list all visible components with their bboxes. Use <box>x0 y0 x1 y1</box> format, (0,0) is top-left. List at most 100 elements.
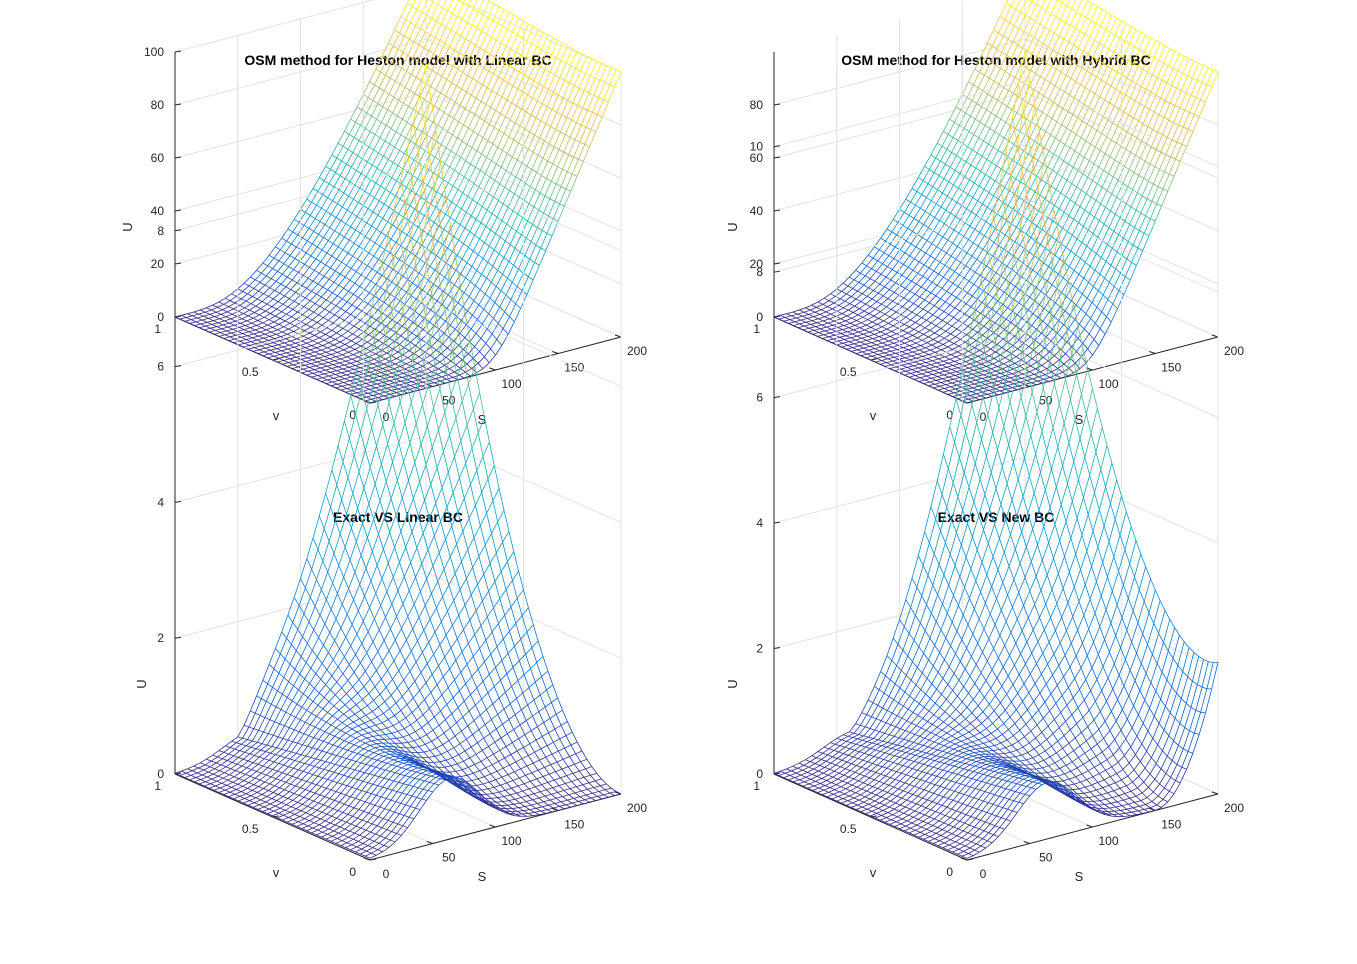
mesh-line <box>1006 208 1014 221</box>
mesh-line <box>342 328 348 332</box>
mesh-line <box>543 86 549 90</box>
mesh-line <box>1070 11 1077 26</box>
mesh-line <box>1014 329 1021 337</box>
mesh-line <box>918 327 926 333</box>
mesh-line <box>372 379 379 383</box>
mesh-line <box>614 71 622 88</box>
mesh-line <box>477 134 484 138</box>
mesh-line <box>551 109 558 113</box>
mesh-line <box>553 91 559 96</box>
mesh-line <box>257 316 265 321</box>
mesh-line <box>355 339 363 344</box>
mesh-line <box>401 288 407 293</box>
mesh-line <box>417 359 424 364</box>
mesh-line <box>390 358 397 362</box>
mesh-line <box>505 170 512 175</box>
mesh-line <box>437 332 445 341</box>
mesh-line <box>1097 99 1105 114</box>
mesh-line <box>337 131 345 144</box>
mesh-line <box>380 352 387 357</box>
mesh-line <box>254 329 261 333</box>
mesh-line <box>290 282 298 290</box>
mesh-line <box>219 318 225 322</box>
mesh-line <box>459 38 467 53</box>
mesh-line <box>486 196 494 211</box>
mesh-line <box>1007 336 1015 343</box>
mesh-line <box>399 198 406 203</box>
mesh-line <box>345 223 351 228</box>
mesh-line <box>400 234 408 246</box>
mesh-line <box>956 369 963 372</box>
mesh-line <box>1051 52 1059 67</box>
mesh-line <box>284 316 292 322</box>
mesh-line <box>562 42 568 47</box>
mesh-line <box>275 352 281 355</box>
mesh-line <box>834 333 842 336</box>
mesh-line <box>527 94 533 99</box>
mesh-line <box>870 357 877 361</box>
mesh-line <box>827 338 834 341</box>
mesh-line <box>982 329 990 336</box>
mesh-line <box>789 317 797 320</box>
mesh-line <box>335 217 342 221</box>
mesh-line <box>298 303 305 308</box>
mesh-line <box>913 207 921 219</box>
mesh-line <box>527 134 535 150</box>
mesh-line <box>551 180 557 185</box>
mesh-line <box>436 291 444 302</box>
mesh-line <box>300 358 307 362</box>
mesh-line <box>319 305 325 310</box>
mesh-line <box>1063 358 1071 365</box>
mesh-line <box>802 314 809 317</box>
mesh-line <box>923 255 931 266</box>
mesh-line <box>328 319 334 324</box>
mesh-line <box>475 333 482 339</box>
mesh-line <box>284 340 291 344</box>
mesh-line <box>496 79 504 94</box>
mesh-line <box>319 353 325 357</box>
mesh-line <box>1002 190 1010 203</box>
mesh-line <box>1020 50 1028 65</box>
mesh-line <box>973 275 981 285</box>
mesh-line <box>245 322 252 326</box>
mesh-line <box>962 367 970 371</box>
mesh-line <box>307 240 313 245</box>
mesh-line <box>206 304 213 309</box>
mesh-line <box>330 354 337 358</box>
mesh-line <box>981 361 988 365</box>
mesh-line <box>315 249 323 260</box>
mesh-line <box>808 311 816 315</box>
mesh-line <box>1059 127 1067 142</box>
mesh-line <box>1020 169 1028 183</box>
mesh-line <box>338 284 344 289</box>
mesh-line <box>984 62 992 76</box>
mesh-line <box>458 227 466 241</box>
mesh-line <box>986 255 993 267</box>
mesh-line <box>1083 37 1091 52</box>
mesh-line <box>1107 51 1115 67</box>
mesh-line <box>584 129 592 145</box>
mesh-line <box>985 45 993 60</box>
mesh-line <box>901 267 909 276</box>
mesh-line <box>533 206 540 211</box>
mesh-line <box>184 320 190 324</box>
mesh-line <box>389 380 395 384</box>
y-axis-label: v <box>273 408 280 423</box>
mesh-line <box>535 103 543 119</box>
mesh-line <box>448 115 455 119</box>
mesh-line <box>1075 293 1083 306</box>
mesh-line <box>990 213 998 226</box>
mesh-line <box>449 280 455 286</box>
mesh-line <box>495 345 503 356</box>
mesh-line <box>826 324 834 328</box>
mesh-line <box>354 382 360 386</box>
mesh-line <box>935 192 943 205</box>
mesh-line <box>285 286 291 290</box>
mesh-line <box>382 368 388 372</box>
mesh-line <box>824 328 832 332</box>
mesh-line <box>1082 282 1089 295</box>
mesh-line <box>398 370 404 374</box>
mesh-line <box>254 345 261 348</box>
mesh-line <box>944 294 952 303</box>
mesh-line <box>349 346 355 350</box>
